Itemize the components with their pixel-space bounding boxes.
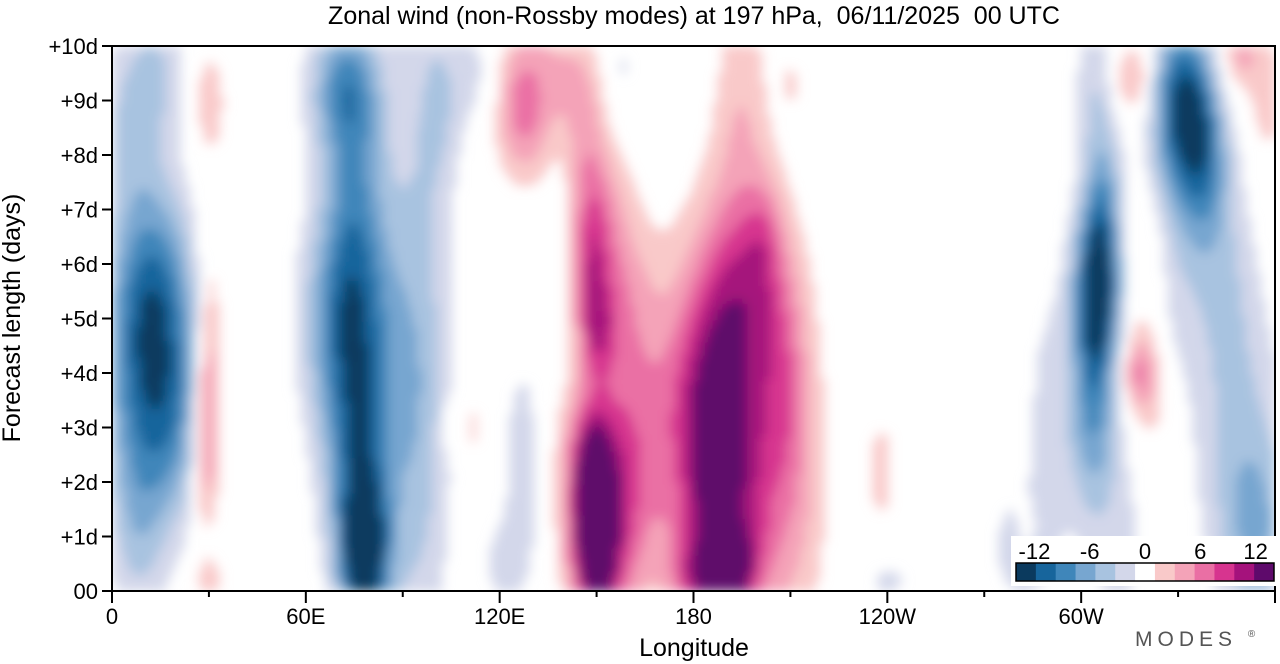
field-cell bbox=[878, 575, 883, 578]
field-cell bbox=[892, 572, 897, 575]
wind-field bbox=[112, 46, 1276, 592]
zonal-wind-chart: Zonal wind (non-Rossby modes) at 197 hPa… bbox=[0, 0, 1280, 664]
field-cell bbox=[204, 558, 209, 561]
field-cell bbox=[199, 569, 204, 572]
field-cell bbox=[214, 569, 219, 572]
field-cell bbox=[209, 561, 214, 564]
field-cell bbox=[897, 577, 902, 580]
wind-field-cells bbox=[112, 46, 1276, 592]
field-cell bbox=[882, 572, 887, 575]
field-cell bbox=[887, 572, 892, 575]
chart-title: Zonal wind (non-Rossby modes) at 197 hPa… bbox=[328, 2, 1060, 30]
